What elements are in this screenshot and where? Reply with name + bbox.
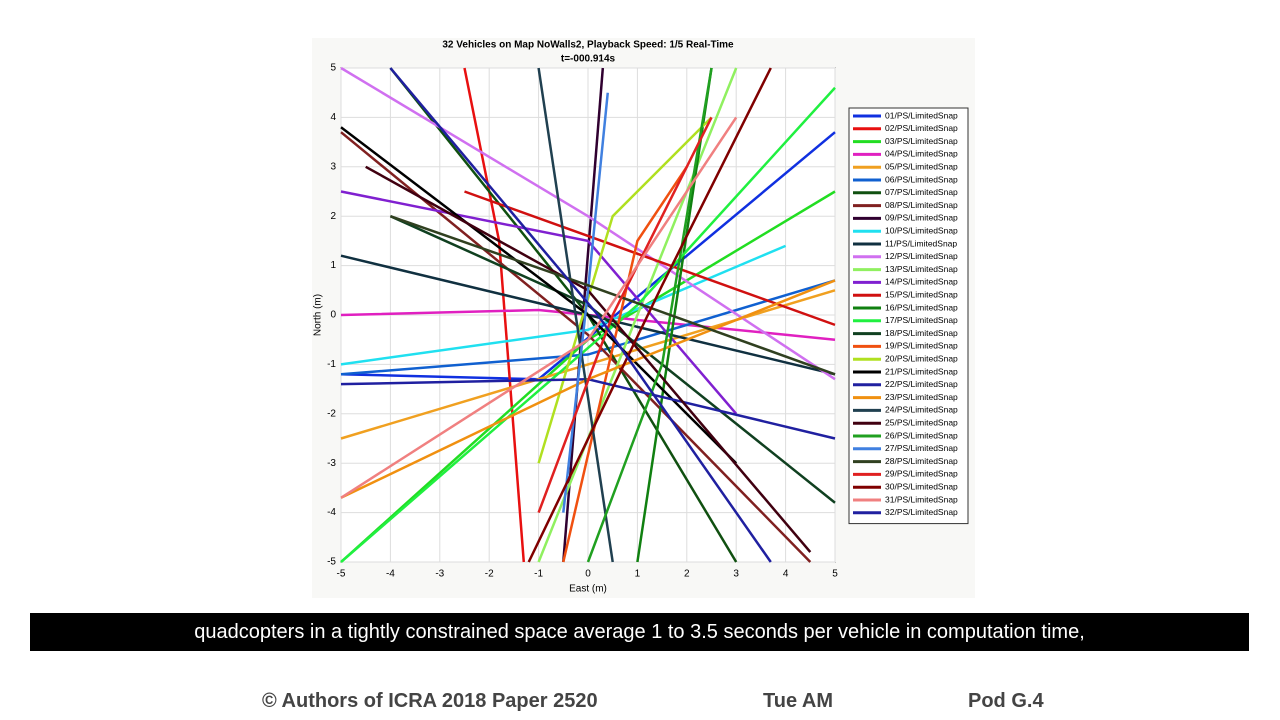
y-tick-label: 5 [330, 63, 336, 74]
y-tick-label: 4 [330, 112, 336, 123]
trajectory [537, 67, 738, 563]
trajectory [537, 67, 614, 563]
y-tick-label: 2 [330, 211, 336, 222]
legend-label: 21/PS/LimitedSnap [885, 366, 958, 376]
legend-label: 22/PS/LimitedSnap [885, 379, 958, 389]
footer-text: Pod G.4 [968, 690, 1044, 712]
x-tick-label: 5 [832, 569, 838, 580]
trajectory [389, 67, 772, 563]
legend-label: 19/PS/LimitedSnap [885, 341, 958, 351]
legend-label: 07/PS/LimitedSnap [885, 187, 958, 197]
y-tick-label: -3 [327, 458, 336, 469]
legend-label: 13/PS/LimitedSnap [885, 264, 958, 274]
legend-label: 17/PS/LimitedSnap [885, 315, 958, 325]
x-tick-label: -4 [386, 569, 395, 580]
x-tick-label: -1 [534, 569, 543, 580]
legend-label: 32/PS/LimitedSnap [885, 507, 958, 517]
legend-label: 28/PS/LimitedSnap [885, 456, 958, 466]
footer-text: Tue AM [763, 690, 833, 712]
chart-title: 32 Vehicles on Map NoWalls2, Playback Sp… [442, 40, 734, 51]
legend-label: 26/PS/LimitedSnap [885, 430, 958, 440]
caption: quadcopters in a tightly constrained spa… [30, 613, 1249, 651]
trajectory [389, 215, 836, 376]
legend-label: 29/PS/LimitedSnap [885, 469, 958, 479]
x-tick-label: -5 [337, 569, 346, 580]
y-axis-label: North (m) [313, 294, 324, 336]
trajectory [340, 126, 738, 465]
trajectory [340, 289, 836, 440]
y-tick-label: 3 [330, 161, 336, 172]
legend-label: 25/PS/LimitedSnap [885, 417, 958, 427]
legend-label: 30/PS/LimitedSnap [885, 481, 958, 491]
y-tick-label: 1 [330, 260, 336, 271]
legend-label: 23/PS/LimitedSnap [885, 392, 958, 402]
x-tick-label: 4 [783, 569, 789, 580]
legend-label: 09/PS/LimitedSnap [885, 213, 958, 223]
legend-label: 27/PS/LimitedSnap [885, 443, 958, 453]
y-tick-label: -4 [327, 507, 336, 518]
trajectory [340, 308, 836, 341]
x-tick-label: 2 [684, 569, 690, 580]
legend-label: 15/PS/LimitedSnap [885, 289, 958, 299]
trajectory [537, 116, 713, 514]
legend-label: 24/PS/LimitedSnap [885, 405, 958, 415]
legend-label: 16/PS/LimitedSnap [885, 302, 958, 312]
footer-text: © Authors of ICRA 2018 Paper 2520 [262, 690, 598, 712]
trajectory [340, 190, 738, 415]
trajectory [562, 92, 610, 513]
legend-label: 18/PS/LimitedSnap [885, 328, 958, 338]
legend-label: 06/PS/LimitedSnap [885, 174, 958, 184]
legend-label: 01/PS/LimitedSnap [885, 110, 958, 120]
y-tick-label: -5 [327, 557, 336, 568]
trajectory [586, 67, 713, 563]
trajectory [527, 67, 772, 563]
legend-label: 03/PS/LimitedSnap [885, 136, 958, 146]
x-tick-label: -3 [435, 569, 444, 580]
chart-subtitle: t=-000.914s [561, 54, 616, 65]
legend-label: 04/PS/LimitedSnap [885, 149, 958, 159]
x-axis-label: East (m) [569, 584, 607, 595]
trajectory [562, 166, 688, 563]
legend-label: 02/PS/LimitedSnap [885, 123, 958, 133]
legend-label: 08/PS/LimitedSnap [885, 200, 958, 210]
legend-label: 05/PS/LimitedSnap [885, 161, 958, 171]
legend-label: 20/PS/LimitedSnap [885, 353, 958, 363]
chart: 32 Vehicles on Map NoWalls2, Playback Sp… [312, 39, 969, 595]
x-tick-label: 0 [585, 569, 591, 580]
y-tick-label: 0 [330, 310, 336, 321]
legend-label: 11/PS/LimitedSnap [885, 238, 957, 248]
x-tick-label: -2 [485, 569, 494, 580]
x-tick-label: 3 [733, 569, 739, 580]
legend-label: 31/PS/LimitedSnap [885, 494, 958, 504]
trajectory [340, 66, 836, 381]
legend-label: 12/PS/LimitedSnap [885, 251, 958, 261]
y-tick-label: -1 [327, 359, 336, 370]
x-tick-label: 1 [635, 569, 641, 580]
legend-label: 10/PS/LimitedSnap [885, 225, 958, 235]
trajectory [340, 244, 787, 366]
legend-box [848, 107, 969, 525]
y-tick-label: -2 [327, 408, 336, 419]
trajectory [340, 116, 738, 499]
legend-label: 14/PS/LimitedSnap [885, 277, 958, 287]
trajectory [340, 86, 836, 563]
trajectory [340, 279, 836, 376]
trajectory [636, 67, 713, 563]
